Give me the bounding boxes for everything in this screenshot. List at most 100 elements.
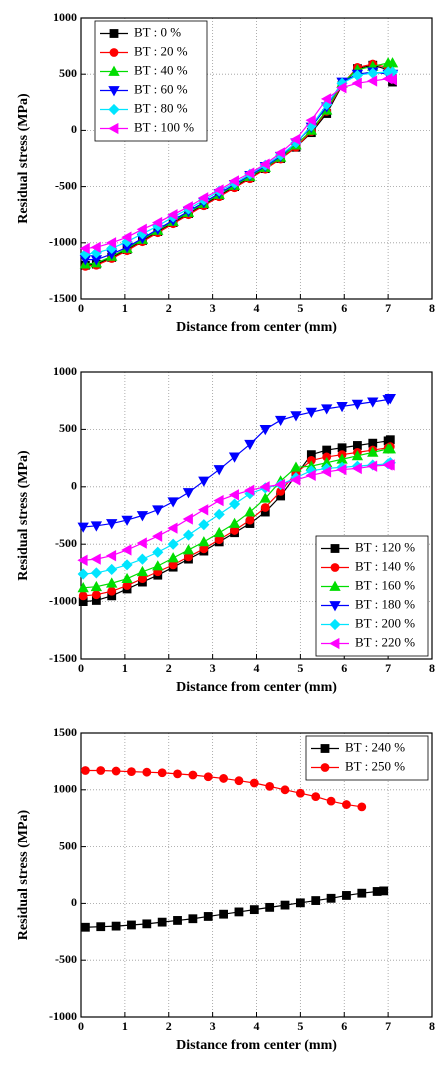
marker	[228, 489, 239, 501]
x-tick-label: 6	[341, 1019, 347, 1033]
x-tick-label: 5	[297, 1019, 303, 1033]
legend-label: BT : 220 %	[355, 634, 415, 649]
marker	[213, 526, 225, 538]
y-tick-label: -1500	[49, 291, 77, 305]
marker	[219, 909, 228, 919]
x-tick-label: 4	[254, 1019, 260, 1033]
plot-frame	[80, 732, 433, 1018]
marker	[90, 241, 101, 253]
marker	[228, 517, 241, 528]
legend-box	[94, 20, 208, 142]
marker	[305, 469, 316, 481]
marker	[198, 476, 210, 487]
series-line	[83, 448, 391, 589]
marker	[108, 86, 120, 97]
series-line	[85, 62, 393, 265]
marker	[384, 459, 395, 471]
legend-label: BT : 200 %	[355, 615, 415, 630]
marker	[90, 553, 101, 565]
marker	[167, 522, 178, 534]
marker	[274, 147, 286, 159]
marker	[96, 922, 106, 932]
marker	[336, 82, 347, 94]
marker	[274, 478, 286, 491]
y-tick-label: 500	[59, 838, 77, 852]
marker	[320, 763, 330, 772]
y-tick-label: -1500	[49, 651, 77, 665]
marker	[198, 504, 209, 516]
marker	[152, 505, 164, 516]
marker	[77, 554, 88, 566]
marker	[366, 75, 378, 87]
marker	[329, 637, 340, 650]
marker	[90, 567, 102, 579]
marker	[244, 167, 255, 179]
marker	[108, 122, 119, 135]
marker	[342, 800, 351, 809]
x-tick-label: 2	[166, 1019, 172, 1033]
y-tick-label: 1500	[53, 725, 77, 739]
marker	[290, 133, 301, 146]
marker	[167, 209, 178, 221]
legend-label: BT : 140 %	[355, 558, 415, 573]
marker	[305, 114, 316, 126]
marker	[213, 508, 225, 520]
marker	[198, 519, 210, 531]
marker	[320, 93, 332, 105]
marker	[136, 537, 147, 549]
marker	[351, 462, 362, 475]
marker	[105, 237, 117, 249]
marker	[234, 776, 244, 786]
x-tick-label: 0	[78, 301, 84, 315]
marker	[121, 515, 133, 526]
marker	[336, 402, 348, 413]
marker	[357, 802, 367, 812]
legend-label: BT : 0 %	[134, 24, 181, 39]
legend-label: BT : 80 %	[134, 100, 188, 115]
marker	[290, 461, 302, 472]
legend-box	[305, 735, 429, 781]
marker	[79, 242, 90, 255]
series-line	[83, 397, 391, 528]
x-tick-label: 8	[429, 301, 435, 315]
marker	[311, 792, 321, 802]
marker	[213, 184, 224, 196]
y-tick-label: 1000	[53, 10, 77, 24]
x-tick-label: 5	[297, 301, 303, 315]
marker	[366, 460, 378, 472]
marker	[265, 781, 275, 791]
marker	[330, 563, 340, 572]
marker	[351, 77, 362, 89]
x-axis-label: Distance from center (mm)	[176, 320, 337, 335]
marker	[108, 103, 120, 116]
x-tick-label: 3	[210, 301, 216, 315]
marker	[121, 544, 132, 556]
marker	[290, 411, 302, 422]
marker	[367, 446, 379, 457]
marker	[320, 466, 332, 478]
legend-label: BT : 60 %	[134, 81, 188, 96]
marker	[274, 415, 287, 427]
y-tick-label: -500	[55, 536, 77, 550]
marker	[249, 778, 259, 788]
x-axis-label: Distance from center (mm)	[176, 1038, 337, 1053]
marker	[78, 591, 88, 601]
marker	[91, 590, 101, 600]
marker	[90, 521, 103, 532]
marker	[106, 563, 118, 576]
marker	[142, 919, 152, 929]
marker	[326, 796, 336, 806]
marker	[228, 175, 239, 187]
marker	[105, 550, 117, 562]
marker	[77, 522, 89, 533]
x-tick-label: 2	[166, 661, 172, 675]
marker	[259, 424, 271, 436]
marker	[228, 498, 241, 510]
series-line	[83, 464, 391, 561]
y-tick-label: -1000	[49, 1009, 77, 1023]
marker	[182, 513, 193, 525]
marker	[188, 914, 198, 924]
marker	[182, 488, 195, 499]
marker	[107, 586, 117, 596]
